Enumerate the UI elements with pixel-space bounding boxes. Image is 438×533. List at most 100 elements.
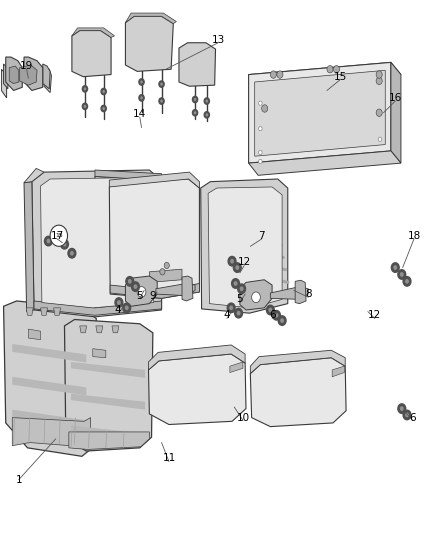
Circle shape — [258, 126, 262, 131]
Polygon shape — [71, 394, 145, 410]
Circle shape — [398, 270, 406, 279]
Circle shape — [139, 79, 144, 85]
Circle shape — [393, 265, 397, 270]
Circle shape — [128, 279, 132, 284]
Polygon shape — [179, 43, 215, 86]
Circle shape — [258, 150, 262, 155]
Text: 18: 18 — [407, 231, 420, 241]
Circle shape — [45, 236, 52, 246]
Circle shape — [101, 88, 106, 95]
Text: 5: 5 — [137, 290, 143, 301]
Circle shape — [117, 300, 121, 305]
Circle shape — [327, 66, 333, 73]
Circle shape — [266, 305, 274, 315]
Polygon shape — [125, 16, 173, 71]
Polygon shape — [26, 308, 33, 316]
Polygon shape — [251, 358, 346, 426]
Circle shape — [84, 87, 86, 91]
Polygon shape — [71, 362, 145, 378]
Polygon shape — [249, 151, 401, 175]
Polygon shape — [93, 349, 106, 358]
Text: 9: 9 — [149, 290, 156, 301]
Circle shape — [403, 410, 411, 419]
Polygon shape — [24, 57, 43, 91]
Circle shape — [102, 90, 105, 93]
Text: 7: 7 — [258, 231, 265, 241]
Polygon shape — [110, 172, 199, 188]
Polygon shape — [208, 187, 282, 308]
Text: 13: 13 — [212, 35, 225, 45]
Polygon shape — [391, 62, 401, 163]
Polygon shape — [12, 418, 91, 447]
Text: 6: 6 — [410, 413, 416, 423]
Polygon shape — [20, 65, 37, 85]
Polygon shape — [12, 377, 86, 395]
Circle shape — [102, 107, 105, 110]
Circle shape — [134, 284, 138, 289]
Circle shape — [398, 404, 406, 414]
Circle shape — [235, 265, 239, 270]
Circle shape — [378, 137, 382, 141]
Polygon shape — [149, 269, 182, 282]
Polygon shape — [112, 326, 119, 333]
Circle shape — [400, 406, 404, 411]
Circle shape — [82, 103, 88, 110]
Circle shape — [63, 242, 67, 247]
Text: 17: 17 — [50, 231, 64, 241]
Circle shape — [125, 305, 129, 310]
Circle shape — [160, 83, 163, 86]
Circle shape — [194, 98, 196, 101]
Circle shape — [126, 277, 134, 286]
Circle shape — [228, 256, 236, 266]
Circle shape — [238, 284, 246, 294]
Polygon shape — [43, 64, 50, 89]
Text: 11: 11 — [162, 454, 176, 463]
Circle shape — [194, 111, 196, 114]
Circle shape — [277, 71, 283, 78]
Polygon shape — [332, 366, 344, 377]
Circle shape — [139, 95, 144, 101]
Polygon shape — [156, 284, 195, 296]
Polygon shape — [24, 168, 44, 183]
Circle shape — [391, 263, 399, 272]
Circle shape — [258, 101, 262, 106]
Circle shape — [400, 272, 404, 277]
Polygon shape — [201, 179, 288, 313]
Circle shape — [233, 281, 237, 286]
Circle shape — [123, 303, 131, 313]
Polygon shape — [148, 345, 245, 370]
Circle shape — [405, 279, 409, 284]
Polygon shape — [1, 69, 7, 98]
Circle shape — [403, 277, 411, 286]
Text: 5: 5 — [237, 294, 243, 304]
Circle shape — [405, 413, 409, 417]
Polygon shape — [72, 28, 115, 37]
Circle shape — [229, 305, 233, 310]
Circle shape — [204, 112, 209, 118]
Circle shape — [237, 311, 240, 316]
Circle shape — [278, 316, 286, 325]
Text: 19: 19 — [20, 61, 33, 71]
Circle shape — [137, 287, 146, 297]
Polygon shape — [249, 62, 401, 86]
Circle shape — [131, 282, 139, 292]
Polygon shape — [230, 362, 243, 373]
Circle shape — [101, 106, 106, 112]
Polygon shape — [53, 308, 60, 316]
Polygon shape — [12, 410, 86, 428]
Circle shape — [82, 86, 88, 92]
Circle shape — [258, 159, 262, 164]
Text: 1: 1 — [15, 475, 22, 484]
Circle shape — [235, 309, 243, 318]
Circle shape — [376, 71, 382, 78]
Circle shape — [227, 303, 235, 313]
Text: 8: 8 — [305, 289, 311, 299]
Text: 4: 4 — [115, 305, 121, 315]
Polygon shape — [12, 344, 86, 362]
Circle shape — [275, 313, 279, 318]
Polygon shape — [270, 287, 308, 300]
Circle shape — [140, 80, 143, 84]
Text: 15: 15 — [333, 71, 346, 82]
Polygon shape — [110, 179, 199, 298]
Circle shape — [204, 98, 209, 104]
